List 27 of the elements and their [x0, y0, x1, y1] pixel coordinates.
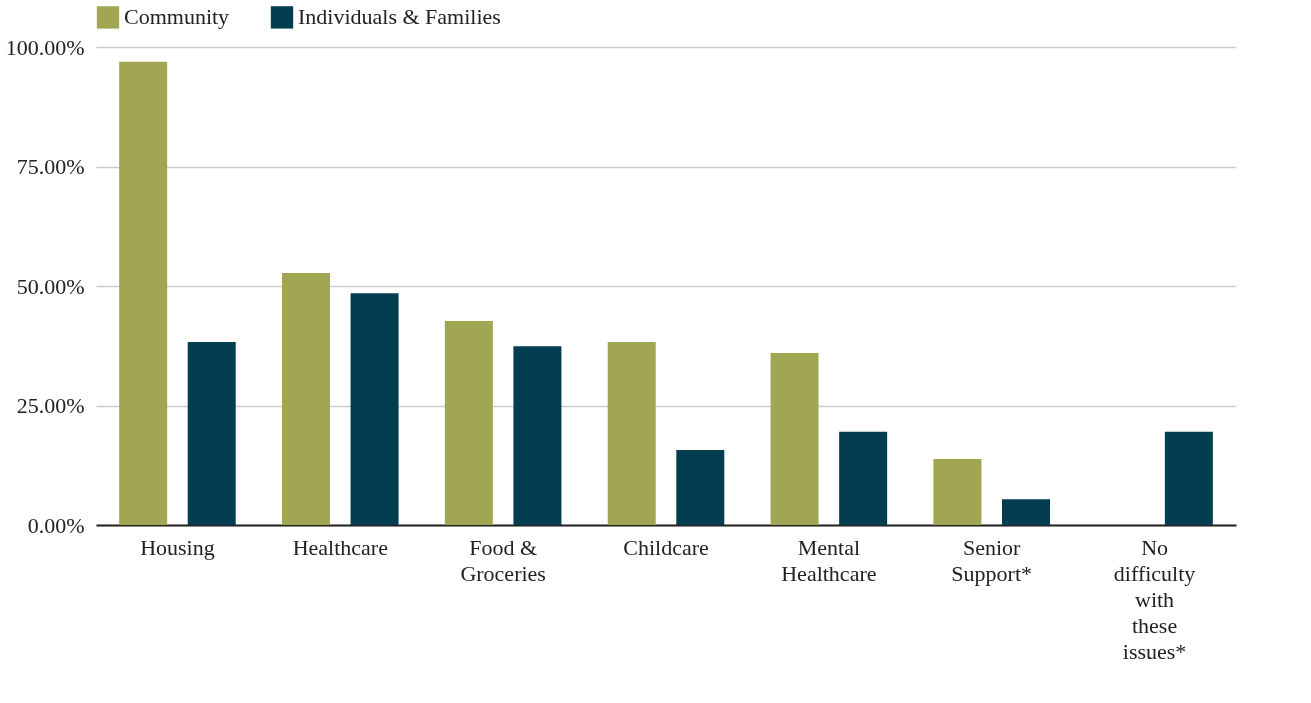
legend-label: Individuals & Families	[298, 4, 501, 30]
legend-label: Community	[124, 4, 230, 30]
x-tick-label: Senior Support*	[951, 534, 1033, 586]
x-tick-label: Childcare	[623, 534, 709, 560]
bar	[444, 320, 493, 525]
x-tick-label: Food & Groceries	[460, 534, 546, 586]
y-tick-label: 25.00%	[16, 393, 85, 418]
y-tick-label: 0.00%	[27, 512, 85, 538]
bar	[282, 273, 330, 525]
y-tick-label: 50.00%	[16, 273, 85, 299]
bar	[770, 352, 819, 525]
bar	[1002, 499, 1050, 525]
bar	[513, 346, 562, 525]
bar	[676, 449, 725, 525]
x-tick-label: Housing	[140, 534, 215, 560]
bar	[607, 341, 656, 525]
bar	[839, 431, 888, 525]
bar	[933, 459, 982, 525]
x-tick-label: Mental Healthcare	[781, 534, 877, 586]
bar	[350, 293, 399, 525]
x-tick-label: Healthcare	[292, 534, 388, 560]
y-tick-label: 75.00%	[16, 154, 85, 179]
bar	[187, 341, 236, 525]
bar	[1164, 431, 1213, 525]
bar	[119, 61, 168, 525]
x-tick-label: No difficulty with these issues*	[1113, 534, 1196, 664]
y-tick-label: 100.00%	[5, 34, 85, 60]
